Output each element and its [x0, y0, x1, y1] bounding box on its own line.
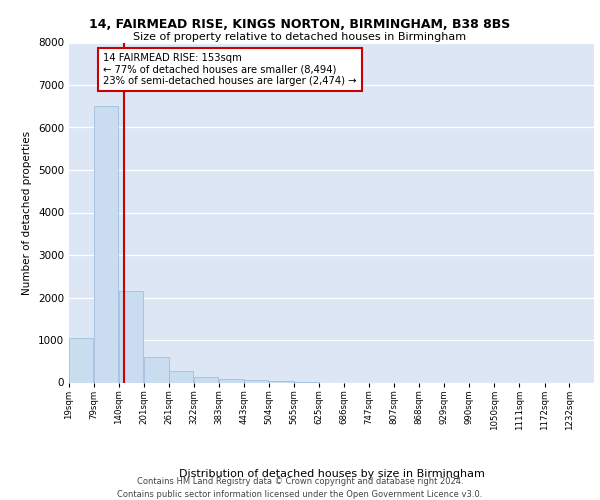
Text: Size of property relative to detached houses in Birmingham: Size of property relative to detached ho…	[133, 32, 467, 42]
Text: Contains public sector information licensed under the Open Government Licence v3: Contains public sector information licen…	[118, 490, 482, 499]
Bar	[119, 291, 143, 382]
Y-axis label: Number of detached properties: Number of detached properties	[22, 130, 32, 294]
Bar	[145, 357, 169, 382]
Text: Contains HM Land Registry data © Crown copyright and database right 2024.: Contains HM Land Registry data © Crown c…	[137, 478, 463, 486]
Bar	[169, 370, 193, 382]
Bar	[244, 380, 268, 382]
Text: 14, FAIRMEAD RISE, KINGS NORTON, BIRMINGHAM, B38 8BS: 14, FAIRMEAD RISE, KINGS NORTON, BIRMING…	[89, 18, 511, 30]
Bar	[220, 379, 244, 382]
X-axis label: Distribution of detached houses by size in Birmingham: Distribution of detached houses by size …	[179, 468, 484, 478]
Text: 14 FAIRMEAD RISE: 153sqm
← 77% of detached houses are smaller (8,494)
23% of sem: 14 FAIRMEAD RISE: 153sqm ← 77% of detach…	[103, 53, 357, 86]
Bar	[194, 377, 218, 382]
Bar	[269, 381, 293, 382]
Bar	[94, 106, 118, 382]
Bar	[69, 338, 94, 382]
